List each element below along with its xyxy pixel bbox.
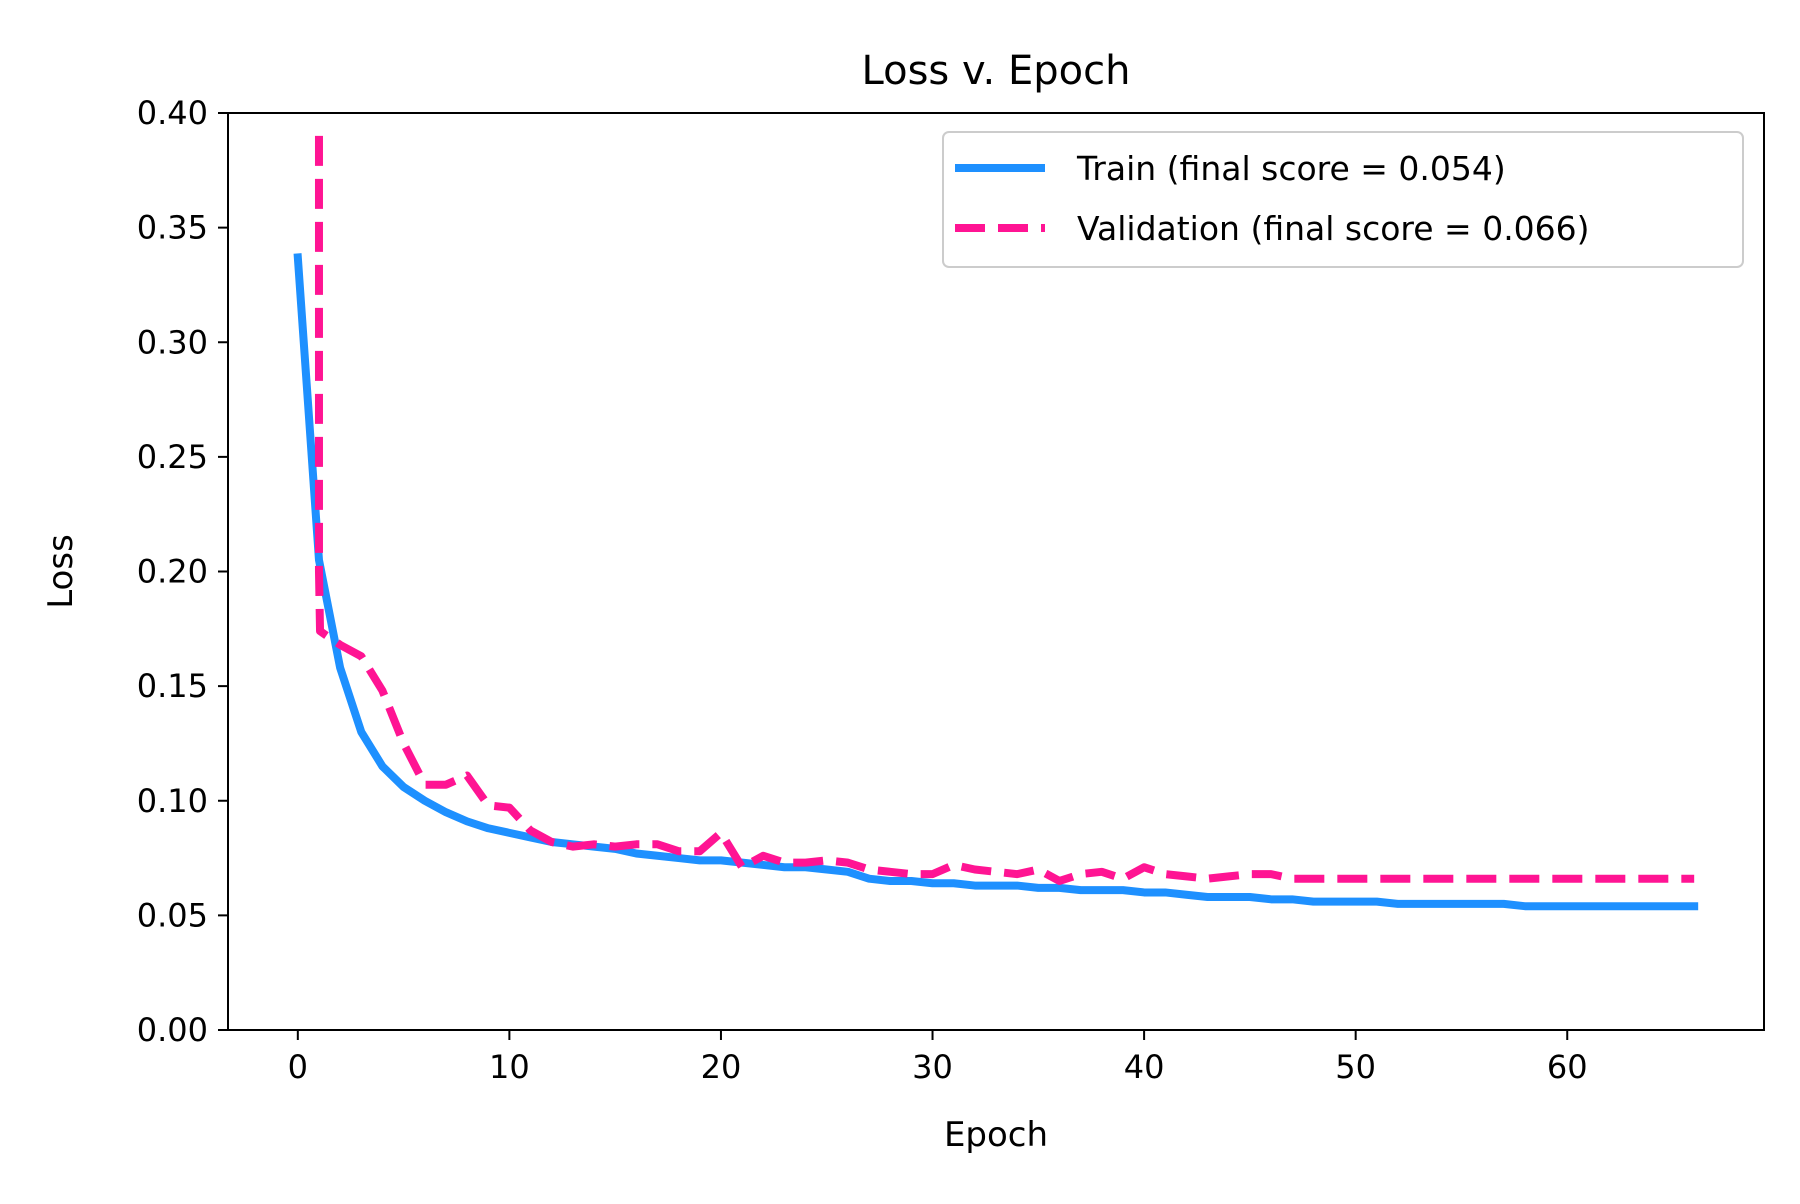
x-tick-label: 60 xyxy=(1547,1048,1588,1086)
x-tick-label: 30 xyxy=(912,1048,953,1086)
x-axis: 0 10 20 30 40 50 60 xyxy=(288,1030,1588,1086)
legend-entry-label: Validation (final score = 0.066) xyxy=(1077,209,1590,248)
y-tick-label: 0.35 xyxy=(137,209,208,247)
x-tick-label: 40 xyxy=(1124,1048,1165,1086)
y-tick-label: 0.00 xyxy=(137,1011,208,1049)
series-line-train xyxy=(293,253,1699,911)
chart-title: Loss v. Epoch xyxy=(862,48,1131,94)
y-tick-label: 0.20 xyxy=(137,553,208,591)
y-axis: 0.00 0.05 0.10 0.15 0.20 0.25 0.30 0.35 0.40 xyxy=(137,94,228,1049)
y-tick-label: 0.30 xyxy=(137,323,208,361)
y-axis-label: Loss xyxy=(41,534,81,609)
legend-box xyxy=(942,131,1744,268)
series-layer xyxy=(293,135,1699,911)
x-tick-label: 20 xyxy=(701,1048,742,1086)
series-line-validation xyxy=(314,135,1695,885)
legend: Train (final score = 0.054) Validation (f… xyxy=(942,131,1744,268)
y-tick-label: 0.40 xyxy=(137,94,208,132)
x-tick-label: 0 xyxy=(288,1048,308,1086)
x-tick-label: 10 xyxy=(489,1048,530,1086)
y-tick-label: 0.10 xyxy=(137,782,208,820)
legend-entry-label: Train (final score = 0.054) xyxy=(1076,149,1506,188)
x-axis-label: Epoch xyxy=(944,1115,1048,1155)
x-tick-label: 50 xyxy=(1335,1048,1376,1086)
y-tick-label: 0.05 xyxy=(137,896,208,934)
y-tick-label: 0.25 xyxy=(137,438,208,476)
y-tick-label: 0.15 xyxy=(137,667,208,705)
